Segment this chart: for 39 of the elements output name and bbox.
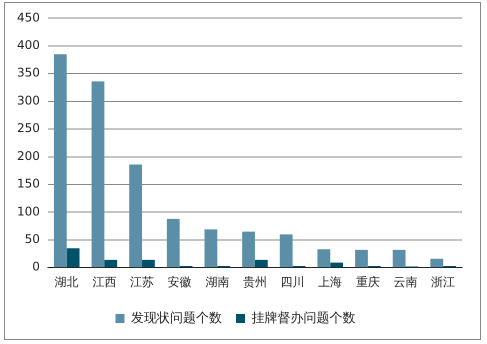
legend-label: 发现状问题个数: [131, 310, 222, 326]
y-tick-label: 250: [17, 121, 40, 136]
legend-label: 挂牌督办问题个数: [252, 310, 356, 326]
bar: [104, 260, 118, 268]
bar: [254, 260, 268, 268]
x-tick-label: 安徽: [168, 274, 192, 289]
y-tick-label: 50: [24, 232, 40, 246]
bar: [280, 234, 293, 268]
bar: [166, 218, 180, 268]
bar: [317, 249, 330, 268]
bar: [330, 262, 344, 268]
y-tick-label: 350: [17, 66, 40, 80]
x-tick-label: 湖北: [54, 274, 79, 289]
x-tick-label: 江西: [92, 274, 116, 289]
x-tick-label: 上海: [318, 274, 342, 289]
x-tick-label: 四川: [280, 274, 305, 289]
y-tick-label: 400: [17, 38, 40, 52]
y-tick-label: 300: [17, 93, 40, 108]
bar: [92, 81, 104, 268]
bar: [142, 260, 155, 268]
x-tick-label: 浙江: [431, 274, 456, 289]
x-tick-label: 重庆: [356, 274, 380, 289]
y-tick-label: 200: [17, 148, 40, 163]
y-tick-label: 100: [17, 204, 40, 218]
y-tick-label: 450: [17, 10, 40, 24]
y-tick-label: 150: [17, 176, 40, 191]
x-tick-label: 江苏: [130, 274, 154, 289]
x-tick-label: 贵州: [242, 274, 267, 289]
bar: [129, 164, 142, 268]
y-tick-label: 0: [32, 260, 40, 274]
x-tick-label: 湖南: [205, 274, 230, 289]
bar: [66, 248, 80, 268]
bar: [355, 250, 368, 268]
x-tick-label: 云南: [394, 274, 418, 289]
bar: [392, 250, 406, 268]
bar: [204, 229, 218, 268]
bar: [242, 232, 255, 268]
bar: [54, 54, 67, 268]
bar: [430, 258, 444, 268]
